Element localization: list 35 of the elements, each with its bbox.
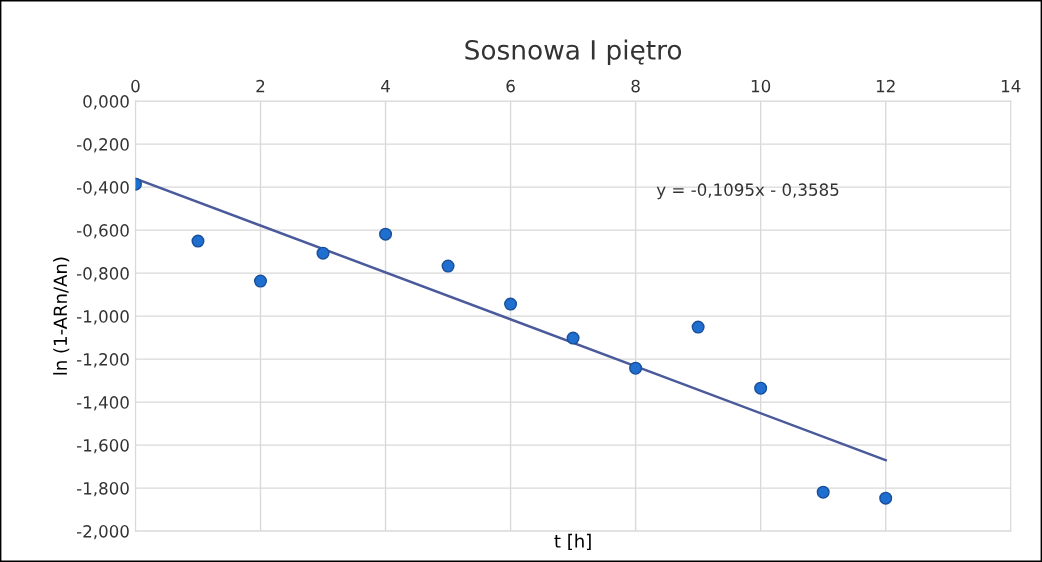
point: [566, 331, 580, 345]
y-tick-label: -0,200: [76, 138, 129, 153]
y-tick-label: -1,800: [76, 482, 129, 497]
y-tick-label: -1,600: [76, 439, 129, 454]
y-tick-label: -1,200: [76, 353, 129, 368]
y-tick-label: -0,800: [76, 267, 129, 282]
point: [879, 491, 893, 505]
point: [754, 381, 768, 395]
y-tick-label: -0,600: [76, 224, 129, 239]
y-tick-label: 0,000: [83, 95, 129, 110]
x-axis-title: t [h]: [554, 533, 591, 550]
point: [691, 320, 705, 334]
y-tick-label: -2,000: [76, 525, 129, 540]
y-axis-title: ln (1-ARn/An): [53, 257, 70, 375]
chart-title: Sosnowa I piętro: [465, 39, 682, 65]
x-tick-label: 10: [751, 79, 771, 93]
point: [253, 274, 268, 288]
point: [816, 485, 830, 499]
x-tick-label: 4: [381, 79, 390, 93]
x-tick-label: 0: [131, 79, 140, 93]
x-tick-label: 6: [506, 79, 515, 93]
point: [191, 234, 205, 248]
annotation: y = -0,1095x - 0,3585: [656, 183, 839, 200]
point: [379, 227, 393, 241]
point: [504, 297, 518, 311]
x-tick-label: 2: [256, 79, 265, 93]
point: [316, 246, 330, 260]
y-tick-label: -1,000: [76, 310, 129, 325]
x-tick-label: 12: [876, 79, 895, 93]
point: [441, 259, 455, 273]
x-tick-label: 14: [1001, 79, 1021, 93]
y-tick-label: -0,400: [76, 181, 129, 196]
x-tick-label: 8: [631, 79, 640, 93]
point: [629, 361, 643, 375]
y-tick-label: -1,400: [76, 396, 129, 411]
